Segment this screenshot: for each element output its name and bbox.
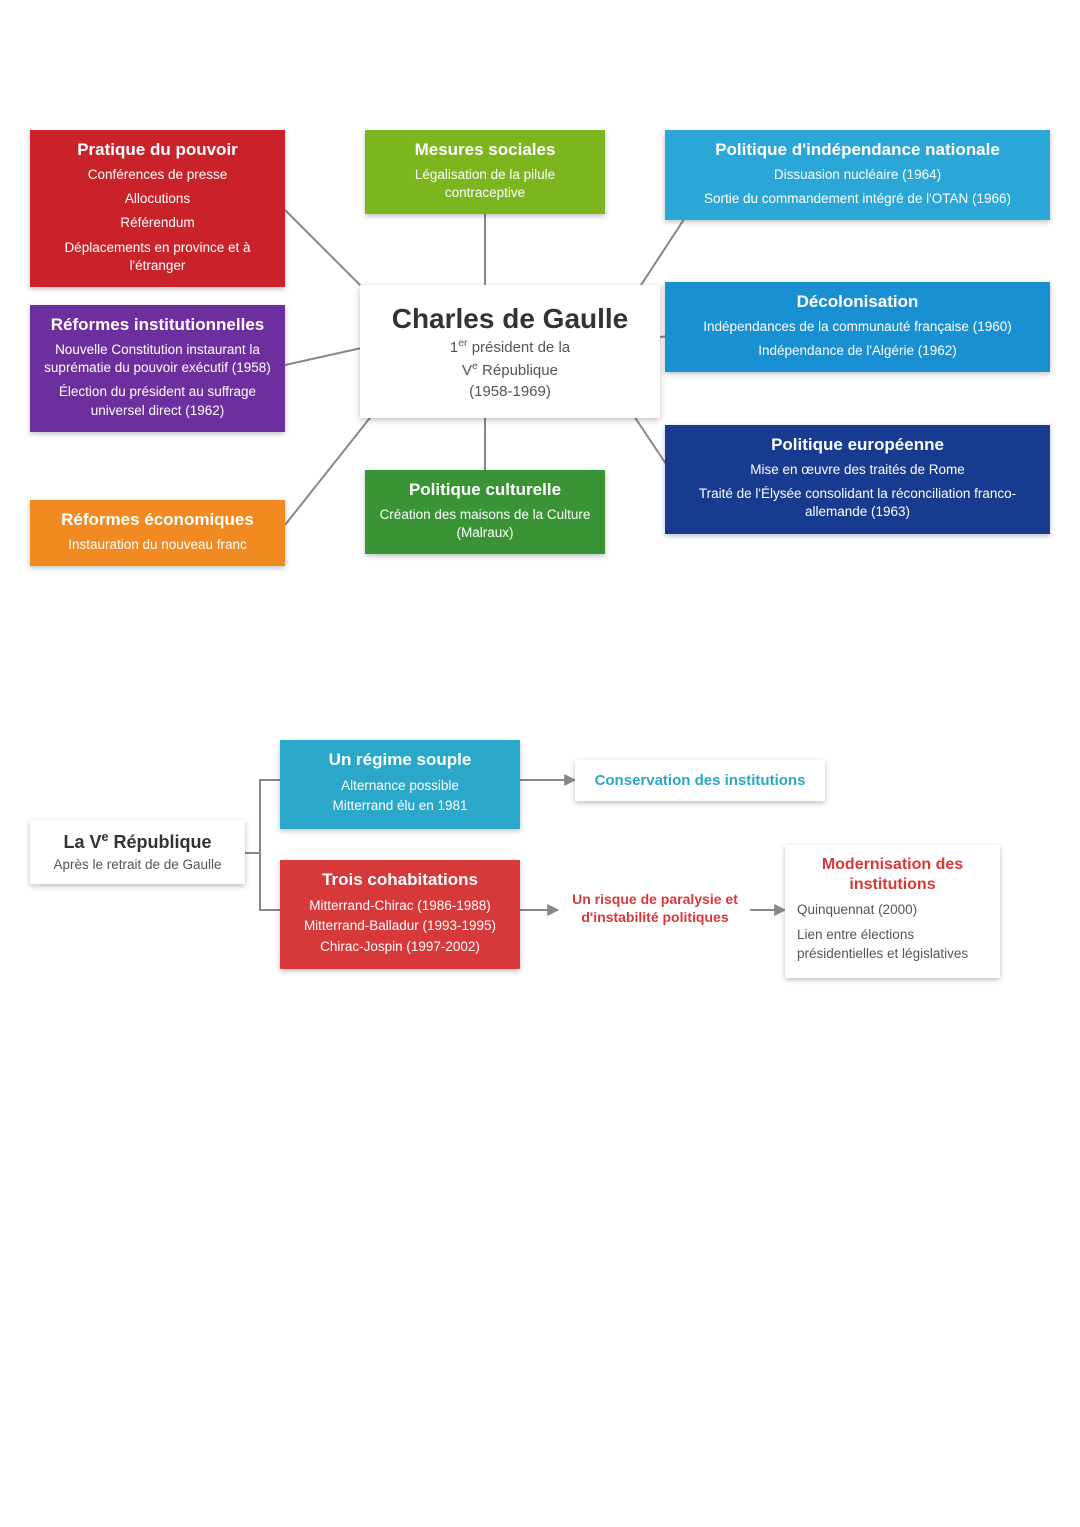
node-line: Instauration du nouveau franc: [38, 536, 277, 554]
cohab-line-0: Mitterrand-Chirac (1986-1988): [288, 896, 512, 916]
regime-title: Un régime souple: [288, 750, 512, 770]
node-decolonisation: Décolonisation Indépendances de la commun…: [665, 282, 1050, 372]
center-title: Charles de Gaulle: [370, 303, 650, 335]
center-node: Charles de Gaulle 1er président de la Ve…: [360, 285, 660, 418]
modern-line-1: Lien entre élections présidentielles et …: [797, 926, 988, 964]
node-modernisation-institutions: Modernisation des institutions Quinquenn…: [785, 845, 1000, 978]
node-reformes-institutionnelles: Réformes institutionnelles Nouvelle Const…: [30, 305, 285, 432]
center-sub3: (1958-1969): [370, 382, 650, 402]
node-title: Politique d'indépendance nationale: [673, 140, 1042, 160]
node-regime-souple: Un régime souple Alternance possible Mit…: [280, 740, 520, 829]
node-mesures-sociales: Mesures sociales Légalisation de la pilul…: [365, 130, 605, 214]
node-ve-republique: La Ve République Après le retrait de de …: [30, 820, 245, 884]
node-title: Pratique du pouvoir: [38, 140, 277, 160]
page: Charles de Gaulle 1er président de la Ve…: [0, 0, 1080, 1527]
node-line: Mise en œuvre des traités de Rome: [673, 461, 1042, 479]
modern-title: Modernisation des institutions: [797, 855, 988, 895]
node-title: Mesures sociales: [373, 140, 597, 160]
node-line: Allocutions: [38, 190, 277, 208]
center-sub2: Ve République: [370, 360, 650, 381]
node-reformes-economiques: Réformes économiques Instauration du nouv…: [30, 500, 285, 566]
diagram-de-gaulle: Charles de Gaulle 1er président de la Ve…: [30, 130, 1050, 580]
node-politique-culturelle: Politique culturelle Création des maisons…: [365, 470, 605, 554]
node-risque-paralysie: Un risque de paralysie et d'instabilité …: [560, 890, 750, 926]
node-line: Conférences de presse: [38, 166, 277, 184]
node-title: Réformes institutionnelles: [38, 315, 277, 335]
node-trois-cohabitations: Trois cohabitations Mitterrand-Chirac (1…: [280, 860, 520, 969]
node-line: Élection du président au suffrage univer…: [38, 383, 277, 419]
regime-line-1: Mitterrand élu en 1981: [288, 796, 512, 816]
node-line: Nouvelle Constitution instaurant la supr…: [38, 341, 277, 377]
ve-title: La Ve République: [38, 830, 237, 853]
node-title: Politique culturelle: [373, 480, 597, 500]
diagram-ve-republique: La Ve République Après le retrait de de …: [30, 740, 1050, 1000]
node-pratique-pouvoir: Pratique du pouvoir Conférences de presse…: [30, 130, 285, 287]
cohab-line-2: Chirac-Jospin (1997-2002): [288, 937, 512, 957]
center-sub1: 1er président de la: [370, 337, 650, 358]
node-line: Indépendances de la communauté française…: [673, 318, 1042, 336]
node-title: Politique européenne: [673, 435, 1042, 455]
node-title: Réformes économiques: [38, 510, 277, 530]
risk-text: Un risque de paralysie et d'instabilité …: [572, 891, 738, 925]
node-politique-europeenne: Politique européenne Mise en œuvre des tr…: [665, 425, 1050, 534]
node-line: Traité de l'Élysée consolidant la réconc…: [673, 485, 1042, 521]
cons-text: Conservation des institutions: [595, 772, 806, 789]
ve-sub: Après le retrait de de Gaulle: [38, 857, 237, 872]
node-line: Dissuasion nucléaire (1964): [673, 166, 1042, 184]
node-conservation-institutions: Conservation des institutions: [575, 760, 825, 801]
cohab-line-1: Mitterrand-Balladur (1993-1995): [288, 916, 512, 936]
node-line: Déplacements en province et à l'étranger: [38, 239, 277, 275]
node-line: Légalisation de la pilule contraceptive: [373, 166, 597, 202]
node-line: Création des maisons de la Culture (Malr…: [373, 506, 597, 542]
modern-line-0: Quinquennat (2000): [797, 901, 988, 920]
node-politique-independance: Politique d'indépendance nationale Dissua…: [665, 130, 1050, 220]
cohab-title: Trois cohabitations: [288, 870, 512, 890]
node-title: Décolonisation: [673, 292, 1042, 312]
node-line: Référendum: [38, 214, 277, 232]
regime-line-0: Alternance possible: [288, 776, 512, 796]
node-line: Sortie du commandement intégré de l'OTAN…: [673, 190, 1042, 208]
node-line: Indépendance de l'Algérie (1962): [673, 342, 1042, 360]
